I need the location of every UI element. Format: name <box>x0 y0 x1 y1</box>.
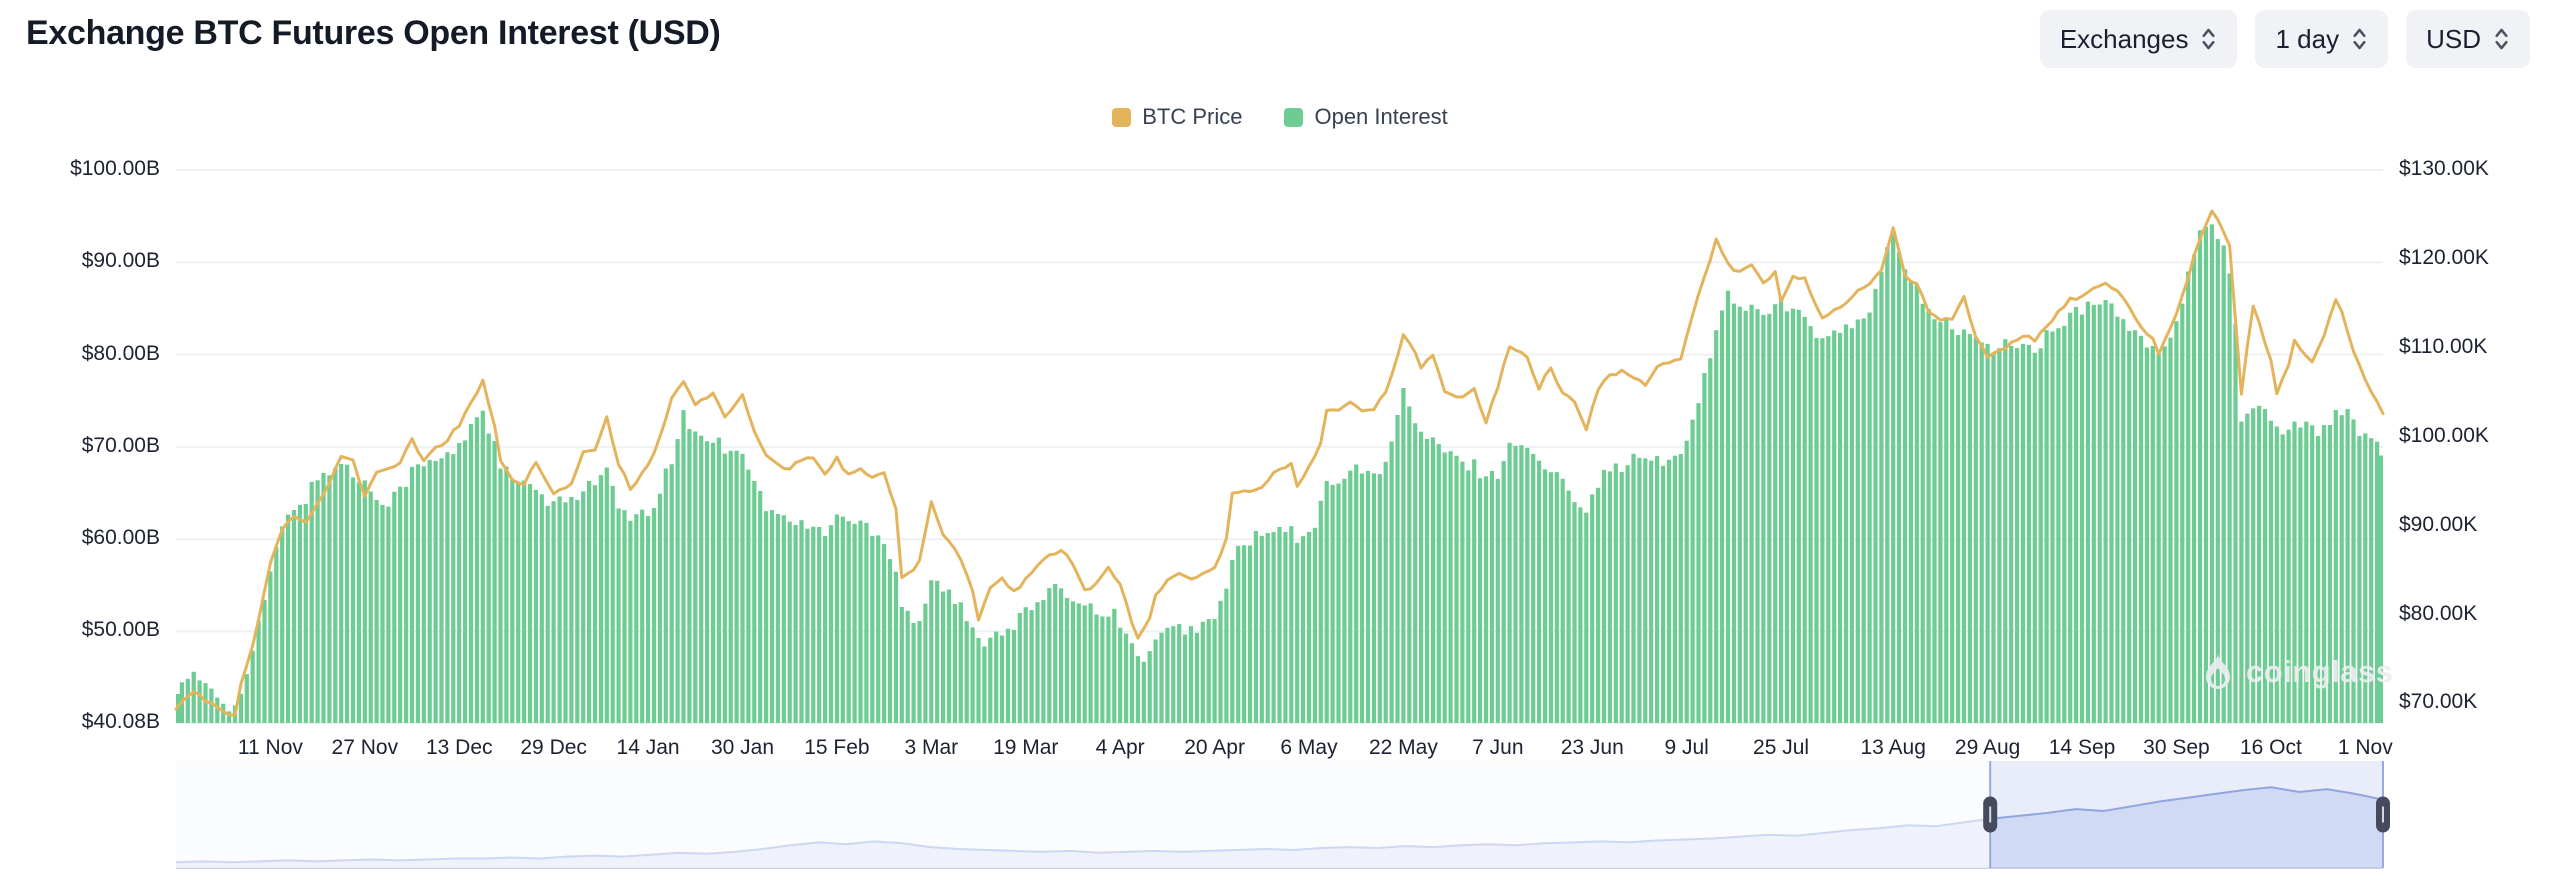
legend-label-open-interest: Open Interest <box>1314 104 1448 129</box>
chart-legend: BTC Price Open Interest <box>0 104 2560 130</box>
page-title: Exchange BTC Futures Open Interest (USD) <box>26 14 721 52</box>
coinglass-watermark-label: coinglass <box>2246 654 2394 689</box>
btc-price-line <box>174 209 2385 717</box>
up-down-chevron-icon <box>2495 28 2508 50</box>
exchanges-dropdown-label: Exchanges <box>2059 23 2189 54</box>
navigator-mask <box>176 761 1991 868</box>
currency-dropdown[interactable]: USD <box>2406 10 2530 68</box>
legend-item-open-interest[interactable]: Open Interest <box>1284 104 1448 130</box>
exchanges-dropdown[interactable]: Exchanges <box>2039 10 2238 68</box>
open-interest-swatch <box>1284 107 1304 127</box>
coinglass-logo-icon <box>2206 653 2230 689</box>
legend-item-btc-price[interactable]: BTC Price <box>1112 104 1242 130</box>
btc-price-swatch <box>1112 107 1132 127</box>
chart-controls: Exchanges 1 day USD <box>2039 10 2530 68</box>
up-down-chevron-icon <box>2353 28 2366 50</box>
legend-label-btc-price: BTC Price <box>1142 104 1243 129</box>
up-down-chevron-icon <box>2202 28 2216 50</box>
interval-dropdown-label: 1 day <box>2275 23 2340 54</box>
navigator-right-handle[interactable] <box>2376 796 2390 833</box>
interval-dropdown[interactable]: 1 day <box>2255 10 2389 68</box>
navigator-left-handle[interactable] <box>1983 796 1998 833</box>
coinglass-watermark: coinglass <box>2200 652 2394 692</box>
navigator-selection[interactable] <box>1990 761 2383 868</box>
open-interest-bars <box>176 224 2383 724</box>
currency-dropdown-label: USD <box>2426 23 2481 54</box>
